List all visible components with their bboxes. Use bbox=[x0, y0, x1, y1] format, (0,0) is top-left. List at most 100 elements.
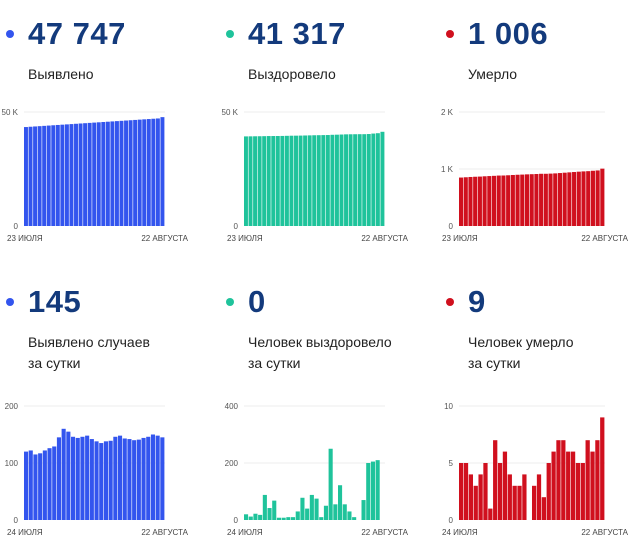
bar[interactable] bbox=[136, 439, 141, 520]
bar[interactable] bbox=[33, 126, 38, 226]
bar[interactable] bbox=[339, 134, 344, 226]
bar[interactable] bbox=[502, 451, 508, 520]
bar[interactable] bbox=[101, 122, 106, 226]
bar[interactable] bbox=[375, 133, 380, 226]
bar[interactable] bbox=[150, 434, 155, 521]
bar[interactable] bbox=[71, 436, 76, 520]
bar[interactable] bbox=[590, 451, 595, 520]
bar[interactable] bbox=[357, 134, 362, 226]
bar[interactable] bbox=[321, 135, 326, 226]
bar[interactable] bbox=[595, 170, 600, 226]
bar[interactable] bbox=[257, 136, 262, 226]
bar[interactable] bbox=[529, 174, 534, 226]
bar[interactable] bbox=[160, 437, 165, 520]
bar[interactable] bbox=[47, 448, 52, 520]
bar[interactable] bbox=[132, 440, 137, 520]
bar[interactable] bbox=[330, 134, 335, 226]
bar[interactable] bbox=[473, 176, 478, 226]
bar[interactable] bbox=[118, 435, 123, 520]
bar[interactable] bbox=[536, 474, 542, 520]
bar[interactable] bbox=[28, 126, 33, 226]
bar[interactable] bbox=[477, 176, 482, 226]
bar[interactable] bbox=[585, 440, 590, 520]
bar[interactable] bbox=[557, 173, 563, 226]
bar[interactable] bbox=[551, 451, 556, 520]
bar[interactable] bbox=[375, 460, 380, 520]
bar[interactable] bbox=[124, 120, 129, 226]
bar[interactable] bbox=[482, 176, 487, 226]
bar[interactable] bbox=[155, 118, 160, 226]
bar[interactable] bbox=[286, 517, 291, 520]
bar[interactable] bbox=[85, 435, 90, 520]
bar[interactable] bbox=[567, 172, 572, 226]
bar[interactable] bbox=[580, 463, 585, 520]
bar[interactable] bbox=[522, 474, 527, 520]
bar[interactable] bbox=[105, 121, 110, 226]
bar[interactable] bbox=[281, 517, 286, 520]
bar[interactable] bbox=[541, 497, 546, 520]
bar[interactable] bbox=[137, 119, 142, 226]
bar[interactable] bbox=[520, 174, 525, 226]
bar[interactable] bbox=[309, 494, 314, 520]
bar[interactable] bbox=[305, 508, 310, 520]
bar[interactable] bbox=[491, 175, 497, 226]
bar[interactable] bbox=[575, 463, 581, 520]
bar[interactable] bbox=[546, 463, 551, 520]
bar[interactable] bbox=[42, 450, 47, 520]
bar[interactable] bbox=[275, 136, 280, 226]
bar[interactable] bbox=[353, 134, 358, 226]
bar[interactable] bbox=[24, 451, 29, 520]
bar[interactable] bbox=[478, 474, 483, 520]
bar[interactable] bbox=[24, 127, 28, 226]
bar[interactable] bbox=[253, 513, 258, 520]
bar[interactable] bbox=[459, 177, 464, 226]
bar[interactable] bbox=[294, 135, 298, 226]
bar[interactable] bbox=[52, 446, 57, 520]
bar[interactable] bbox=[128, 120, 133, 226]
bar[interactable] bbox=[42, 125, 47, 226]
bar[interactable] bbox=[515, 174, 520, 226]
bar[interactable] bbox=[267, 508, 272, 520]
bar[interactable] bbox=[103, 441, 108, 520]
bar[interactable] bbox=[517, 485, 522, 520]
bar[interactable] bbox=[328, 448, 333, 520]
bar[interactable] bbox=[295, 511, 300, 520]
bar[interactable] bbox=[380, 131, 385, 226]
bar[interactable] bbox=[553, 173, 558, 226]
bar[interactable] bbox=[142, 119, 147, 226]
bar[interactable] bbox=[127, 439, 132, 520]
bar[interactable] bbox=[51, 125, 56, 226]
bar[interactable] bbox=[532, 485, 537, 520]
bar[interactable] bbox=[506, 175, 511, 226]
bar[interactable] bbox=[473, 485, 478, 520]
bar[interactable] bbox=[248, 516, 253, 520]
bar[interactable] bbox=[572, 172, 577, 226]
bar[interactable] bbox=[119, 120, 124, 226]
bar[interactable] bbox=[74, 123, 78, 226]
bar[interactable] bbox=[488, 508, 493, 520]
bar[interactable] bbox=[510, 174, 515, 226]
bar[interactable] bbox=[122, 438, 127, 520]
bar[interactable] bbox=[487, 176, 492, 226]
bar[interactable] bbox=[534, 174, 539, 226]
bar[interactable] bbox=[280, 135, 285, 226]
bar[interactable] bbox=[60, 124, 65, 226]
bar[interactable] bbox=[576, 171, 581, 226]
bar[interactable] bbox=[539, 173, 544, 226]
bar[interactable] bbox=[141, 437, 146, 520]
bar[interactable] bbox=[459, 463, 464, 520]
bar[interactable] bbox=[96, 122, 101, 226]
bar[interactable] bbox=[64, 124, 69, 226]
bar[interactable] bbox=[253, 136, 258, 226]
bar[interactable] bbox=[497, 463, 503, 520]
bar[interactable] bbox=[556, 440, 561, 520]
bar[interactable] bbox=[28, 450, 33, 520]
bar[interactable] bbox=[562, 172, 567, 226]
bar[interactable] bbox=[493, 440, 498, 520]
bar[interactable] bbox=[581, 171, 586, 226]
bar[interactable] bbox=[276, 517, 281, 520]
bar[interactable] bbox=[258, 514, 263, 520]
bar[interactable] bbox=[524, 174, 530, 226]
bar[interactable] bbox=[348, 134, 353, 226]
bar[interactable] bbox=[463, 177, 468, 226]
